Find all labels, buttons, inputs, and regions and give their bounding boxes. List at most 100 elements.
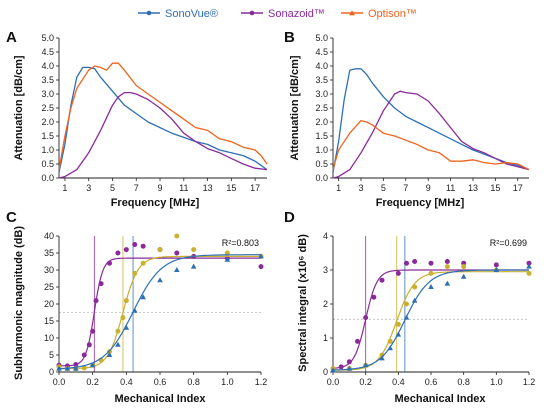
legend-marker-sonovue <box>146 10 152 16</box>
panel-d-point-sonovue <box>330 367 336 373</box>
panel-b-ytick-label: 4.0 <box>315 61 328 71</box>
panel-c-point-sonazoid <box>81 352 87 358</box>
panel-b-xtick-label: 11 <box>446 183 455 193</box>
panel-c-point-optison <box>191 247 197 253</box>
panel-d-ytick-label: 4 <box>323 231 328 241</box>
panel-b-ytick-label: 2.0 <box>315 117 328 127</box>
panel-d-point-optison <box>395 321 401 327</box>
panel-a-xtick-label: 5 <box>110 183 115 193</box>
panel-c-plot: 0 5 10 15 20 25 30 35 40 0.0 0.2 0.4 0.6 0.8 1.0 1.2 R²=… <box>44 231 267 387</box>
panel-c-point-optison <box>120 315 126 321</box>
panel-c-point-sonovue <box>115 341 121 347</box>
panel-d-xtick-label: 0.6 <box>425 377 438 387</box>
panel-d-point-sonovue <box>379 355 385 361</box>
panel-c-point-sonovue <box>258 253 264 259</box>
panel-c-point-sonovue <box>89 362 96 368</box>
panel-a-plot: 0.00.51.01.52.02.53.03.54.04.55.01 3 5 7 9 11… <box>41 33 268 193</box>
panel-a-series-sonovue <box>58 66 268 173</box>
legend-label-sonovue: SonoVue® <box>165 8 218 20</box>
legend-marker-sonazoid <box>249 10 255 16</box>
panel-c-point-optison <box>123 298 129 304</box>
panel-c-point-sonovue <box>56 365 62 371</box>
panel-d-ytick-label: 3 <box>323 265 328 275</box>
panel-d-point-optison <box>526 270 532 276</box>
panel-c-ytick-label: 5 <box>49 350 54 360</box>
panel-d-point-sonovue <box>428 284 434 289</box>
panel-b-xtick-label: 9 <box>426 183 431 193</box>
panel-c-ylabel: Subharmonic magnitude (dB) <box>13 226 25 380</box>
panel-c-xtick-label: 1.2 <box>255 377 268 387</box>
panel-d-xtick-label: 0.2 <box>359 377 372 387</box>
panel-c-point-sonazoid <box>174 250 180 256</box>
legend-label-optison: Optison™ <box>368 8 417 20</box>
panel-d-point-sonazoid <box>412 259 418 264</box>
panel-a-ytick-label: 0.5 <box>41 159 54 169</box>
panel-d-point-sonovue <box>444 280 451 286</box>
panel-letter-d: D <box>284 209 295 226</box>
panel-d-point-sonazoid <box>404 260 409 266</box>
panel-d-xlabel: Mechanical Index <box>394 393 486 405</box>
panel-d: D Spectral integral (x10⁶ dB) Mechanical… <box>284 209 535 405</box>
panel-c-xtick-label: 0.4 <box>120 377 133 387</box>
panel-d-point-optison <box>461 264 467 270</box>
panel-d-point-optison <box>412 284 418 290</box>
panel-c-point-sonazoid <box>107 260 112 266</box>
panel-a-ytick-label: 3.5 <box>41 75 54 85</box>
panel-d-point-optison <box>428 270 434 276</box>
panel-b-xtick-label: 15 <box>490 183 500 193</box>
panel-c-point-optison <box>140 260 146 266</box>
panel-d-ytick-label: 0 <box>323 367 328 377</box>
panel-b-ytick-label: 1.0 <box>315 145 328 155</box>
panel-d-point-optison <box>404 301 409 307</box>
panel-d-point-sonovue <box>526 263 532 269</box>
panel-c-xtick-label: 0.8 <box>187 377 200 387</box>
panel-d-point-sonazoid <box>371 294 377 300</box>
panel-c-point-optison <box>81 365 87 371</box>
panel-c-point-sonazoid <box>115 250 121 256</box>
panel-d-point-optison <box>387 338 393 344</box>
panel-b-xlabel: Frequency [MHz] <box>376 197 465 209</box>
panel-c-ytick-label: 10 <box>44 333 54 343</box>
panel-d-point-sonovue <box>346 365 353 371</box>
panel-d-point-sonazoid <box>346 359 352 365</box>
panel-d-point-sonazoid <box>379 277 385 283</box>
panel-d-r2-annotation: R²=0.699 <box>490 238 527 248</box>
panel-c-xtick-label: 0.6 <box>154 377 167 387</box>
panel-b-series-sonazoid <box>332 90 530 179</box>
panel-d-point-sonazoid <box>395 270 401 276</box>
panel-a-xtick-label: 3 <box>86 183 91 193</box>
panel-d-point-sonazoid <box>428 260 434 266</box>
legend-marker-optison <box>349 10 355 16</box>
panel-b-xtick-label: 1 <box>336 183 341 193</box>
panel-a-ytick-label: 4.0 <box>41 61 54 71</box>
panel-b-ylabel: Attenuation [dB/cm] <box>289 55 301 160</box>
panel-d-point-sonazoid <box>355 338 360 344</box>
panel-c-point-optison <box>132 270 138 276</box>
panel-c-point-sonovue <box>73 365 79 371</box>
panel-d-point-sonazoid <box>338 364 344 370</box>
panel-c-point-optison <box>115 328 121 334</box>
panel-c-xtick-label: 0.2 <box>86 377 99 387</box>
panel-c-ytick-label: 20 <box>44 299 54 309</box>
panel-b-ytick-label: 5.0 <box>315 33 328 43</box>
panel-c-point-sonovue <box>190 263 197 269</box>
panel-b-xtick-label: 3 <box>358 183 363 193</box>
legend-item-optison: Optison™ <box>341 8 417 20</box>
panel-a-ytick-label: 2.5 <box>41 103 54 113</box>
panel-letter-a: A <box>6 29 17 46</box>
panel-c-point-sonovue <box>131 307 138 313</box>
panel-c-ytick-label: 35 <box>44 248 54 258</box>
panel-c-point-sonovue <box>106 352 113 357</box>
panel-a-xlabel: Frequency [MHz] <box>111 197 200 209</box>
panel-c-point-optison <box>157 247 163 253</box>
panel-c-point-sonovue <box>174 267 180 272</box>
panel-c-point-sonazoid <box>132 242 138 247</box>
panel-b-xtick-label: 5 <box>381 183 386 193</box>
panel-a: A Attenuation [dB/cm] Frequency [MHz] 0.… <box>6 29 268 209</box>
panel-c: C Subharmonic magnitude (dB) Mechanical … <box>6 209 267 405</box>
legend-label-sonazoid: Sonazoid™ <box>268 8 325 20</box>
panel-c-point-sonazoid <box>140 243 146 249</box>
panel-a-ytick-label: 0.0 <box>41 173 54 183</box>
panel-b-series-optison <box>332 119 530 171</box>
panel-d-point-sonovue <box>411 297 418 303</box>
